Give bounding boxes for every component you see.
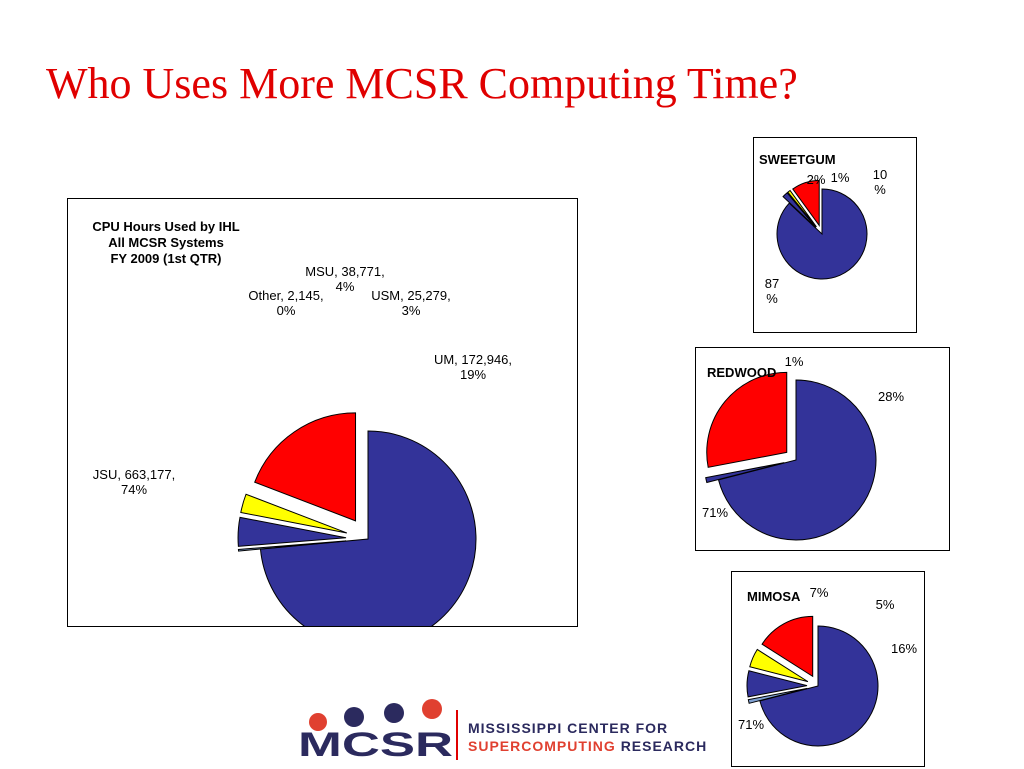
slice-label: 1% xyxy=(830,170,850,185)
sweetgum-pie-svg xyxy=(776,179,868,280)
slice-label-line: 10 xyxy=(872,167,888,182)
logo-dot xyxy=(422,699,442,719)
logo-dot xyxy=(309,713,327,731)
slice-label: 16% xyxy=(890,641,918,656)
logo-dot xyxy=(384,703,404,723)
slice-label: 87 % xyxy=(756,276,788,306)
mimosa-pie-slice xyxy=(747,687,808,704)
logo-line-2-rest: RESEARCH xyxy=(620,738,708,754)
redwood-pie-slice xyxy=(706,371,788,468)
logo-line-2-highlight: SUPERCOMPUTING xyxy=(468,738,616,754)
mimosa-pie-svg xyxy=(746,615,879,747)
slice-label: 7% xyxy=(809,585,829,600)
main-pie-slice xyxy=(259,430,477,626)
slice-label-line: 19% xyxy=(459,367,487,382)
redwood-pie-slice xyxy=(705,462,785,484)
main-pie-svg xyxy=(237,412,477,626)
chart-title-line: All MCSR Systems xyxy=(108,235,224,250)
slice-label-line: % xyxy=(766,291,778,306)
sweetgum-pie-slice xyxy=(787,189,817,228)
main-pie-slice xyxy=(254,412,357,522)
logo-wordmark: MCSR xyxy=(298,726,453,764)
slice-label: 5% xyxy=(875,597,895,612)
redwood-pie-svg xyxy=(705,371,877,541)
mimosa-pie-slice xyxy=(761,615,814,678)
mcsr-logo-mark: MCSR xyxy=(298,699,453,764)
chart-title: SWEETGUM xyxy=(759,152,836,167)
chart-title-line: CPU Hours Used by IHL xyxy=(92,219,240,234)
slice-label-other: Other, 2,145, 0% xyxy=(231,288,341,318)
slice-label-jsu: JSU, 663,177, 74% xyxy=(76,467,192,497)
mimosa-pie-slice xyxy=(749,648,809,683)
slice-label-line: MSU, 38,771, xyxy=(305,264,385,279)
slice-label: 71% xyxy=(701,505,729,520)
logo-line-2: SUPERCOMPUTING RESEARCH xyxy=(468,738,707,754)
slice-label-usm: USM, 25,279, 3% xyxy=(356,288,466,318)
slice-label: 2% xyxy=(806,172,826,187)
main-pie-chart: CPU Hours Used by IHL All MCSR Systems F… xyxy=(67,198,578,627)
main-pie-slice xyxy=(237,540,347,552)
sweetgum-pie-slice xyxy=(776,188,868,280)
slice-label: 10 % xyxy=(866,167,894,197)
slice-label: 28% xyxy=(877,389,905,404)
slice-label-line: UM, 172,946, xyxy=(433,352,513,367)
slice-label-line: 87 xyxy=(764,276,780,291)
redwood-pie-chart: REDWOOD 71% 1% 28% xyxy=(695,347,950,551)
mcsr-logo: MCSR MISSISSIPPI CENTER FOR SUPERCOMPUTI… xyxy=(296,698,736,764)
logo-line-1: MISSISSIPPI CENTER FOR xyxy=(468,720,669,736)
slice-label-line: 4% xyxy=(335,279,355,294)
slice-label: 1% xyxy=(784,354,804,369)
main-pie-slice xyxy=(240,493,348,534)
slice-label-line: JSU, 663,177, xyxy=(92,467,176,482)
slice-label-line: 74% xyxy=(120,482,148,497)
sweetgum-pie-slice xyxy=(782,192,817,228)
slice-label: 71% xyxy=(737,717,765,732)
mimosa-pie-slice xyxy=(746,670,808,698)
slice-label-line: % xyxy=(874,182,886,197)
logo-dot xyxy=(344,707,364,727)
slice-label-um: UM, 172,946, 19% xyxy=(416,352,530,382)
sweetgum-pie-slice xyxy=(792,179,820,227)
slice-label-line: 0% xyxy=(276,303,296,318)
chart-title: REDWOOD xyxy=(707,365,777,380)
chart-title-line: FY 2009 (1st QTR) xyxy=(110,251,222,266)
slice-label-line: Other, 2,145, xyxy=(248,288,324,303)
mimosa-pie-slice xyxy=(759,625,879,747)
slice-label-msu: MSU, 38,771, 4% xyxy=(290,264,400,294)
chart-title: CPU Hours Used by IHL All MCSR Systems F… xyxy=(76,219,256,267)
slide-title: Who Uses More MCSR Computing Time? xyxy=(46,59,798,108)
slice-label-line: 3% xyxy=(401,303,421,318)
chart-title: MIMOSA xyxy=(747,589,801,604)
mimosa-pie-chart: MIMOSA 71% 7% 5% 16% xyxy=(731,571,925,767)
logo-separator xyxy=(456,710,458,760)
sweetgum-pie-chart: SWEETGUM 87 % 2% 1% 10 % xyxy=(753,137,917,333)
slice-label-line: USM, 25,279, xyxy=(371,288,451,303)
redwood-pie-slice xyxy=(717,379,877,541)
main-pie-slice xyxy=(237,516,347,547)
